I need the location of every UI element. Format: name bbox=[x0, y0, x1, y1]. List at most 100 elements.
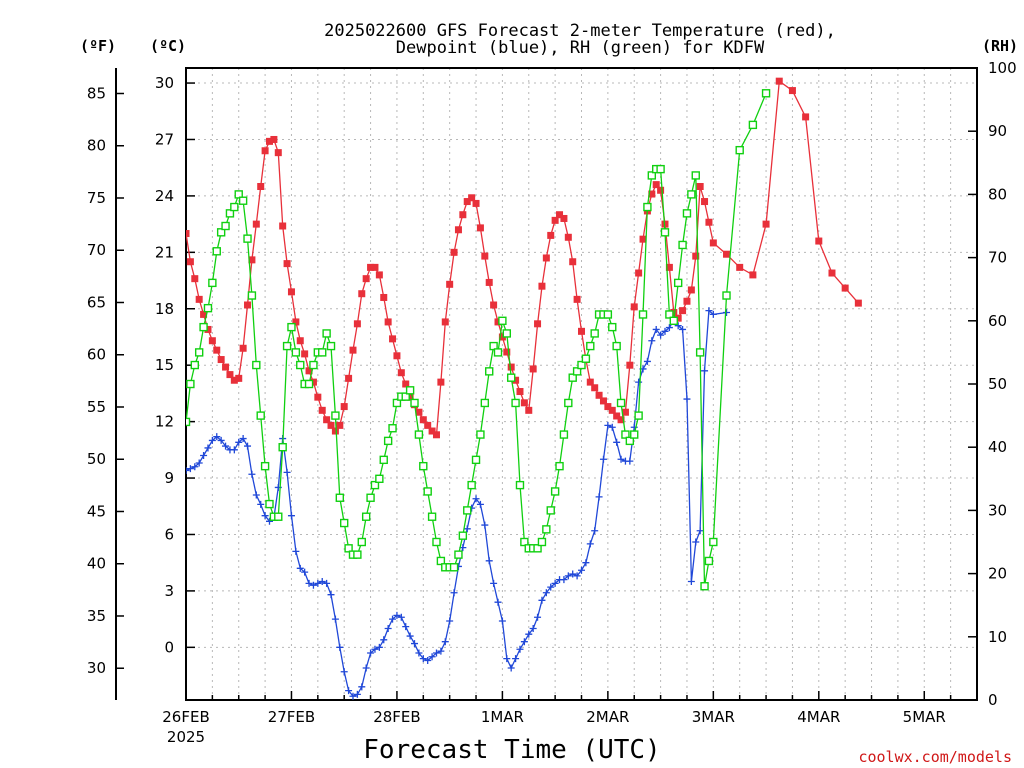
rh-tick-label: 90 bbox=[988, 122, 1007, 140]
temperature-point bbox=[446, 280, 454, 288]
rh-point bbox=[616, 398, 626, 408]
dewpoint-point bbox=[529, 625, 537, 633]
rh-point bbox=[265, 499, 274, 509]
x-tick-label: 3MAR bbox=[692, 708, 735, 726]
rh-point bbox=[221, 221, 230, 231]
rh-point bbox=[427, 512, 437, 521]
fahrenheit-tick-label: 35 bbox=[87, 607, 106, 625]
rh-point bbox=[678, 240, 687, 250]
temperature-point bbox=[520, 399, 528, 407]
temperature-point bbox=[947, 0, 954, 7]
dewpoint-point bbox=[340, 668, 348, 676]
temperature-point bbox=[551, 216, 559, 224]
temperature-point bbox=[362, 275, 370, 283]
rh-point bbox=[868, 0, 875, 7]
temperature-point bbox=[921, 0, 928, 7]
dewpoint-point bbox=[450, 589, 458, 597]
temperature-point bbox=[345, 374, 353, 382]
dewpoint-point bbox=[472, 495, 480, 503]
temperature-point bbox=[406, 393, 414, 401]
rh-point bbox=[546, 506, 555, 515]
temperature-point bbox=[292, 318, 300, 326]
rh-point bbox=[274, 512, 283, 521]
temperature-point bbox=[296, 337, 304, 345]
temperature-point bbox=[397, 369, 405, 377]
rh-point bbox=[802, 0, 809, 7]
temperature-point bbox=[186, 230, 190, 238]
rh-point bbox=[515, 480, 525, 490]
temperature-point bbox=[613, 412, 621, 420]
temperature-point bbox=[547, 231, 555, 239]
temperature-point bbox=[279, 222, 287, 230]
dewpoint-point bbox=[411, 640, 419, 648]
dewpoint-point bbox=[490, 579, 498, 587]
temperature-point bbox=[881, 0, 888, 7]
temperature-point bbox=[327, 421, 335, 429]
dewpoint-point bbox=[252, 491, 260, 499]
rh-point bbox=[230, 202, 239, 212]
rh-point bbox=[282, 341, 292, 351]
dewpoint-point bbox=[265, 517, 273, 525]
dewpoint-point bbox=[371, 645, 379, 653]
rh-point bbox=[691, 171, 700, 180]
dewpoint-point bbox=[314, 579, 322, 587]
rh-point bbox=[480, 398, 490, 408]
rh-point bbox=[761, 89, 771, 98]
rh-point bbox=[370, 480, 380, 490]
temperature-point bbox=[683, 297, 691, 305]
x-axis-title: Forecast Time (UTC) bbox=[363, 735, 660, 765]
dewpoint-point bbox=[327, 591, 335, 599]
rh-point bbox=[695, 348, 705, 357]
dewpoint-point bbox=[652, 325, 660, 333]
dewpoint-point bbox=[476, 500, 484, 508]
temperature-point bbox=[424, 421, 432, 429]
dewpoint-point bbox=[292, 547, 300, 555]
celsius-tick-label: 30 bbox=[155, 74, 174, 92]
temperature-point bbox=[630, 303, 638, 311]
rh-point bbox=[577, 360, 586, 370]
dewpoint-point bbox=[683, 395, 691, 403]
rh-point bbox=[934, 0, 941, 7]
rh-point bbox=[238, 196, 248, 205]
temperature-point bbox=[358, 290, 366, 298]
temperature-point bbox=[802, 113, 810, 121]
rh-point bbox=[537, 537, 547, 547]
temperature-point bbox=[239, 344, 247, 352]
celsius-tick-label: 27 bbox=[155, 130, 174, 148]
dewpoint-point bbox=[437, 647, 445, 655]
temperature-point bbox=[274, 149, 282, 157]
rh-point bbox=[194, 348, 204, 357]
temperature-point bbox=[679, 307, 687, 315]
dewpoint-point bbox=[217, 436, 225, 444]
dewpoint-point bbox=[200, 451, 208, 459]
celsius-tick-label: 6 bbox=[164, 525, 174, 543]
temperature-point bbox=[323, 416, 331, 424]
temperature-point bbox=[217, 356, 225, 364]
temperature-point bbox=[419, 416, 427, 424]
rh-tick-label: 0 bbox=[988, 691, 998, 709]
fahrenheit-tick-label: 85 bbox=[87, 84, 106, 102]
temperature-point bbox=[894, 0, 901, 7]
temperature-point bbox=[441, 318, 449, 326]
dewpoint-point bbox=[261, 512, 269, 520]
temperature-point bbox=[230, 376, 238, 384]
dewpoint-point bbox=[248, 470, 256, 478]
temperature-point bbox=[380, 293, 388, 301]
rh-point bbox=[436, 556, 446, 566]
rh-point bbox=[247, 291, 257, 300]
temperature-point bbox=[309, 378, 317, 386]
rh-point bbox=[709, 537, 718, 547]
rh-point bbox=[383, 436, 393, 446]
x-tick-label: 28FEB bbox=[373, 708, 420, 726]
rh-point bbox=[208, 278, 217, 288]
rh-point bbox=[331, 411, 340, 420]
temperature-point bbox=[604, 403, 612, 411]
dewpoint-point bbox=[507, 664, 515, 672]
rh-point bbox=[353, 550, 362, 559]
temperature-point bbox=[595, 391, 603, 399]
dewpoint-point bbox=[349, 692, 357, 700]
rh-point bbox=[199, 322, 208, 332]
rh-point bbox=[665, 310, 674, 319]
